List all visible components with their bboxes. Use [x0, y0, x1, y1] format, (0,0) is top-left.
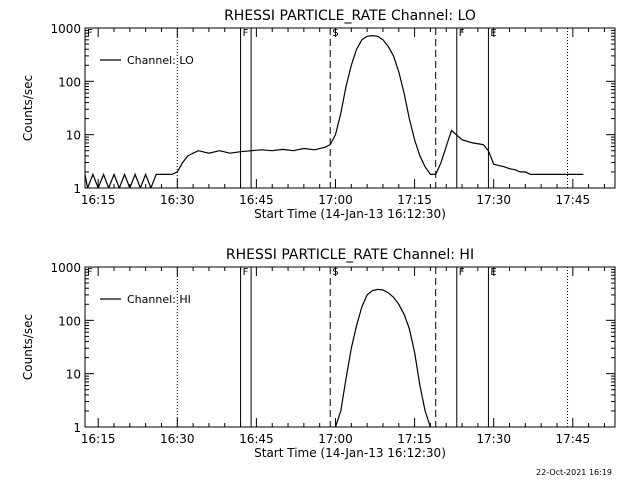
event-marker-label: S	[332, 267, 338, 278]
event-marker-label: S	[332, 28, 338, 39]
x-tick-label: 17:15	[397, 193, 432, 207]
footer-timestamp: 22-Oct-2021 16:19	[536, 468, 612, 477]
y-axis-label: Counts/sec	[21, 314, 35, 380]
x-tick-label: 16:30	[160, 432, 195, 446]
y-tick-label: 100	[58, 314, 81, 328]
y-tick-label: 1000	[50, 261, 81, 275]
x-tick-label: 16:45	[239, 193, 274, 207]
event-marker-label: F	[243, 28, 249, 39]
chart-title: RHESSI PARTICLE_RATE Channel: LO	[224, 8, 476, 24]
plot-frame	[84, 266, 616, 428]
y-tick-label: 10	[66, 129, 81, 143]
event-marker-label: E	[490, 28, 496, 39]
series-line	[334, 288, 431, 427]
x-tick-label: 17:45	[556, 193, 591, 207]
y-tick-label: 10	[66, 368, 81, 382]
legend-entry: Channel: LO	[127, 54, 194, 67]
legend-entry: Channel: HI	[127, 293, 191, 306]
x-tick-label: 17:30	[476, 193, 511, 207]
event-marker-label: F	[87, 28, 93, 39]
series-line	[85, 34, 584, 188]
x-tick-label: 16:15	[81, 193, 116, 207]
chart-panel-1: RHESSI PARTICLE_RATE Channel: LO 1 10 100 10…	[21, 8, 616, 221]
plot-frame	[84, 27, 616, 189]
x-axis-label: Start Time (14-Jan-13 16:12:30)	[254, 446, 446, 460]
x-tick-label: 16:45	[239, 432, 274, 446]
x-tick-label: 17:00	[318, 193, 353, 207]
event-marker-label: E	[490, 267, 496, 278]
chart-title: RHESSI PARTICLE_RATE Channel: HI	[226, 247, 474, 263]
event-marker-label: F	[87, 267, 93, 278]
y-tick-label: 1	[73, 182, 81, 196]
x-tick-label: 17:30	[476, 432, 511, 446]
y-tick-label: 100	[58, 75, 81, 89]
x-tick-label: 16:30	[160, 193, 195, 207]
chart-panel-2: RHESSI PARTICLE_RATE Channel: HI 1 10 100 10…	[21, 247, 616, 460]
event-marker-label: F	[243, 267, 249, 278]
x-axis-label: Start Time (14-Jan-13 16:12:30)	[254, 207, 446, 221]
y-tick-label: 1000	[50, 22, 81, 36]
y-tick-label: 1	[73, 421, 81, 435]
x-tick-label: 17:00	[318, 432, 353, 446]
x-tick-label: 17:15	[397, 432, 432, 446]
x-tick-label: 16:15	[81, 432, 116, 446]
y-axis-label: Counts/sec	[21, 75, 35, 141]
event-marker-label: F	[459, 28, 465, 39]
x-tick-label: 17:45	[556, 432, 591, 446]
event-marker-label: F	[459, 267, 465, 278]
